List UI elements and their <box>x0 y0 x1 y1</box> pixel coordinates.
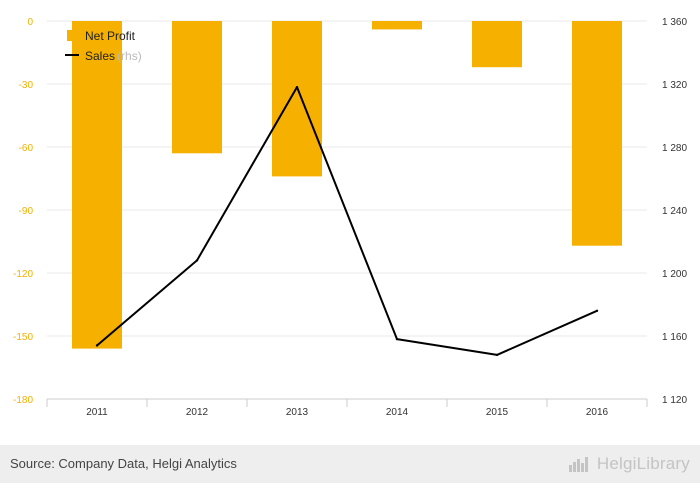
right-tick-label: 1 160 <box>662 332 687 343</box>
legend-label-net-profit: Net Profit <box>85 29 136 43</box>
source-note: Source: Company Data, Helgi Analytics <box>10 456 237 471</box>
net-profit-bar <box>372 21 422 30</box>
x-tick-label: 2011 <box>86 407 108 418</box>
chart: 0 -30 -60 -90 -120 -150 -180 1 360 1 320 1 280 1 2… <box>13 17 687 418</box>
legend: Net Profit Sales (rhs) <box>65 29 142 63</box>
sales-line-layer <box>95 85 599 357</box>
sales-point <box>395 337 399 341</box>
net-profit-bar <box>172 21 222 154</box>
net-profit-bars <box>72 21 622 349</box>
brand-name: HelgiLibrary <box>596 454 690 473</box>
left-tick-label: -180 <box>13 395 33 406</box>
right-tick-label: 1 360 <box>662 17 687 28</box>
sales-point <box>295 85 299 89</box>
sales-point <box>595 309 599 312</box>
x-tick-label: 2013 <box>286 407 309 418</box>
gridlines <box>47 20 647 337</box>
right-tick-label: 1 240 <box>662 206 687 217</box>
helgi-library-logo-icon <box>568 457 588 472</box>
left-tick-label: -60 <box>19 143 34 154</box>
sales-point <box>95 344 99 347</box>
footer: Source: Company Data, Helgi Analytics He… <box>0 445 700 483</box>
right-tick-label: 1 200 <box>662 269 687 280</box>
legend-swatch-net-profit <box>67 30 76 41</box>
left-tick-label: -150 <box>13 332 33 343</box>
right-tick-label: 1 280 <box>662 143 687 154</box>
net-profit-bar <box>272 21 322 177</box>
x-tick-label: 2015 <box>486 407 509 418</box>
legend-label-sales: Sales <box>85 49 115 63</box>
sales-line <box>96 86 598 356</box>
x-tick-label: 2014 <box>386 407 409 418</box>
left-tick-label: -30 <box>19 80 34 91</box>
sales-point <box>195 259 199 262</box>
legend-label-rhs: (rhs) <box>117 49 142 63</box>
x-tick-label: 2012 <box>186 407 209 418</box>
sales-point <box>495 353 499 357</box>
brand[interactable]: HelgiLibrary <box>568 454 690 474</box>
net-profit-bar <box>72 21 122 349</box>
net-profit-bar <box>572 21 622 246</box>
x-tick-label: 2016 <box>586 407 609 418</box>
left-tick-label: -120 <box>13 269 33 280</box>
right-tick-label: 1 320 <box>662 80 687 91</box>
left-tick-label: -90 <box>19 206 34 217</box>
right-tick-label: 1 120 <box>662 395 687 406</box>
axes: 0 -30 -60 -90 -120 -150 -180 1 360 1 320 1 280 1 2… <box>13 17 687 418</box>
net-profit-bar <box>472 21 522 68</box>
left-tick-label: 0 <box>27 17 33 28</box>
